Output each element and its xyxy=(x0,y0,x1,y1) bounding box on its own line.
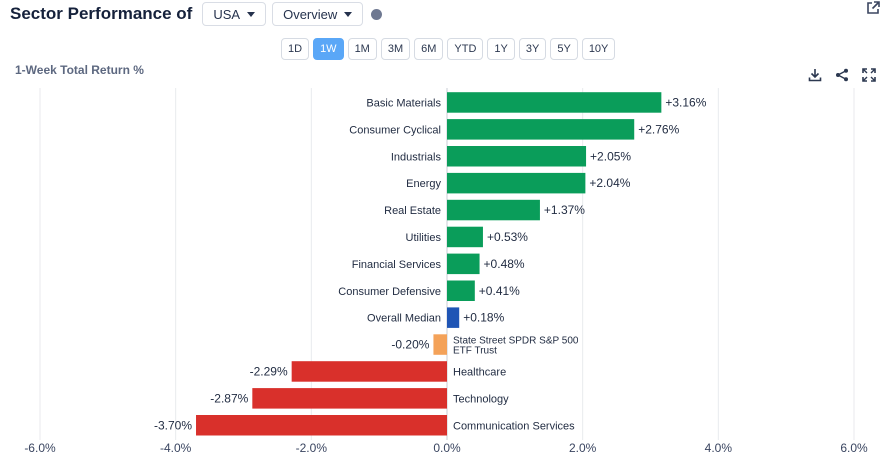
value-label: +1.37% xyxy=(544,203,585,217)
value-label: +0.53% xyxy=(487,230,528,244)
value-label: +2.04% xyxy=(589,176,630,190)
download-icon[interactable] xyxy=(808,68,822,82)
x-tick-label: -6.0% xyxy=(24,441,56,455)
bar-energy[interactable] xyxy=(447,172,586,194)
category-label: State Street SPDR S&P 500 xyxy=(453,336,579,347)
x-tick-label: 2.0% xyxy=(569,441,597,455)
category-label: Energy xyxy=(406,178,441,190)
value-label: +3.16% xyxy=(665,95,706,109)
bar-communication-services[interactable] xyxy=(196,415,447,436)
category-label: Consumer Cyclical xyxy=(349,124,441,136)
category-label: Utilities xyxy=(406,232,442,244)
view-dropdown-value: Overview xyxy=(283,6,338,22)
period-selector: 1D 1W 1M 3M 6M YTD 1Y 3Y 5Y 10Y xyxy=(281,38,619,60)
value-label: -2.87% xyxy=(210,391,248,405)
category-label: Real Estate xyxy=(384,205,441,217)
period-button-1d[interactable]: 1D xyxy=(281,38,310,60)
bar-real-estate[interactable] xyxy=(447,199,540,221)
view-dropdown[interactable]: Overview xyxy=(272,2,364,26)
chevron-down-icon xyxy=(344,11,353,17)
x-tick-label: 0.0% xyxy=(433,441,461,455)
bar-industrials[interactable] xyxy=(447,146,587,167)
header: Sector Performance of USA Overview xyxy=(10,1,383,27)
value-label: +0.18% xyxy=(463,311,504,325)
period-button-1w[interactable]: 1W xyxy=(313,38,344,60)
fullscreen-icon[interactable] xyxy=(862,68,876,82)
external-link-icon[interactable] xyxy=(866,1,880,15)
bar-overall-median[interactable] xyxy=(447,307,460,328)
category-label: Healthcare xyxy=(453,366,506,378)
region-dropdown[interactable]: USA xyxy=(202,2,267,26)
period-button-6m[interactable]: 6M xyxy=(414,38,444,60)
value-label: -0.20% xyxy=(391,338,429,352)
value-label: -2.29% xyxy=(250,364,288,378)
bar-utilities[interactable] xyxy=(447,226,483,248)
period-button-3m[interactable]: 3M xyxy=(380,38,411,60)
category-label: Basic Materials xyxy=(366,97,441,109)
period-button-1m[interactable]: 1M xyxy=(347,38,377,60)
region-dropdown-value: USA xyxy=(213,6,241,22)
category-label: Industrials xyxy=(391,151,442,163)
period-button-1y[interactable]: 1Y xyxy=(487,38,515,60)
info-dot-icon[interactable] xyxy=(371,8,383,20)
category-label: Communication Services xyxy=(453,420,575,432)
value-label: +0.41% xyxy=(479,284,520,298)
value-label: +2.05% xyxy=(590,149,631,163)
x-tick-label: -4.0% xyxy=(160,441,192,455)
category-label: Overall Median xyxy=(367,313,441,325)
period-button-ytd[interactable]: YTD xyxy=(447,38,484,60)
value-label: +2.76% xyxy=(638,122,679,136)
category-label: Consumer Defensive xyxy=(338,286,441,298)
value-label: -3.70% xyxy=(154,418,192,432)
category-label: Financial Services xyxy=(352,259,442,271)
bar-financial-services[interactable] xyxy=(447,253,480,275)
chevron-down-icon xyxy=(247,11,256,17)
bar-technology[interactable] xyxy=(252,388,447,409)
x-tick-label: 6.0% xyxy=(840,441,868,455)
bar-consumer-defensive[interactable] xyxy=(447,280,475,302)
x-tick-label: -2.0% xyxy=(296,441,328,455)
bar-healthcare[interactable] xyxy=(291,361,447,382)
bar-consumer-cyclical[interactable] xyxy=(447,119,635,140)
share-icon[interactable] xyxy=(835,68,849,82)
category-label: ETF Trust xyxy=(453,346,497,357)
x-tick-label: 4.0% xyxy=(705,441,733,455)
period-button-5y[interactable]: 5Y xyxy=(550,38,578,60)
page-title: Sector Performance of xyxy=(10,4,193,23)
category-label: Technology xyxy=(453,393,509,405)
bar-basic-materials[interactable] xyxy=(447,92,662,113)
chart-title: 1-Week Total Return % xyxy=(15,63,144,77)
bar-state-street-spdr-s-p-500-etf-trust[interactable] xyxy=(433,334,447,355)
period-button-3y[interactable]: 3Y xyxy=(518,38,547,60)
period-button-10y[interactable]: 10Y xyxy=(581,38,616,60)
value-label: +0.48% xyxy=(484,257,525,271)
